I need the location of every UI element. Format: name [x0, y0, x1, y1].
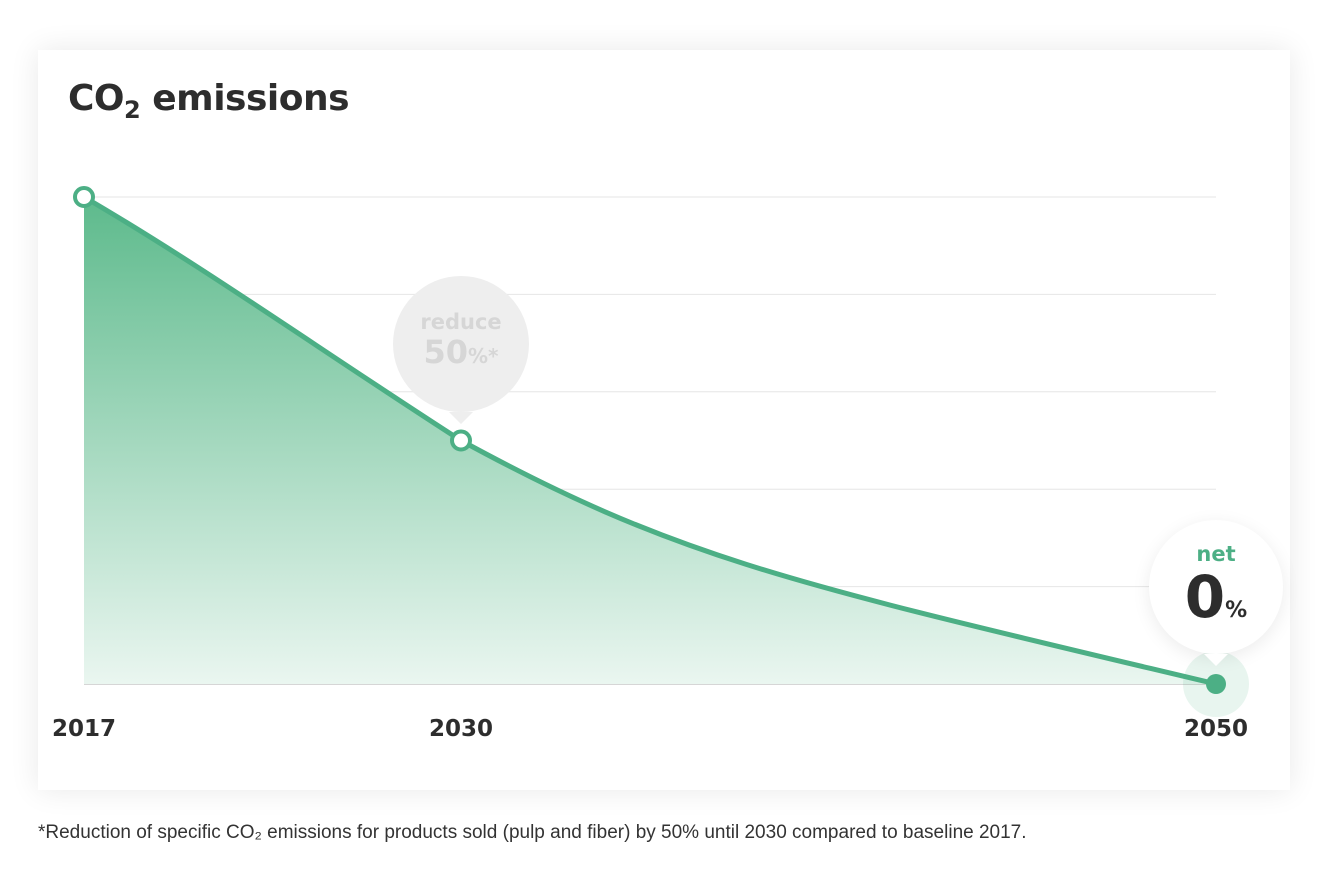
- x-tick-label: 2017: [51, 716, 117, 742]
- footnote: *Reduction of specific CO₂ emissions for…: [38, 822, 1027, 843]
- series-line: [82, 194, 1217, 687]
- annotation-net-0: net 0%: [1149, 520, 1283, 666]
- data-point-2017: [73, 186, 95, 208]
- annotation-reduce-50: reduce 50%*: [393, 276, 529, 424]
- data-point-2030: [450, 429, 472, 452]
- x-tick-label: 2030: [428, 716, 494, 742]
- chart-title: CO2 emissions: [68, 78, 350, 124]
- x-tick-label: 2050: [1183, 716, 1249, 742]
- area-fill: [84, 197, 1216, 684]
- data-point-2050: [1206, 674, 1226, 694]
